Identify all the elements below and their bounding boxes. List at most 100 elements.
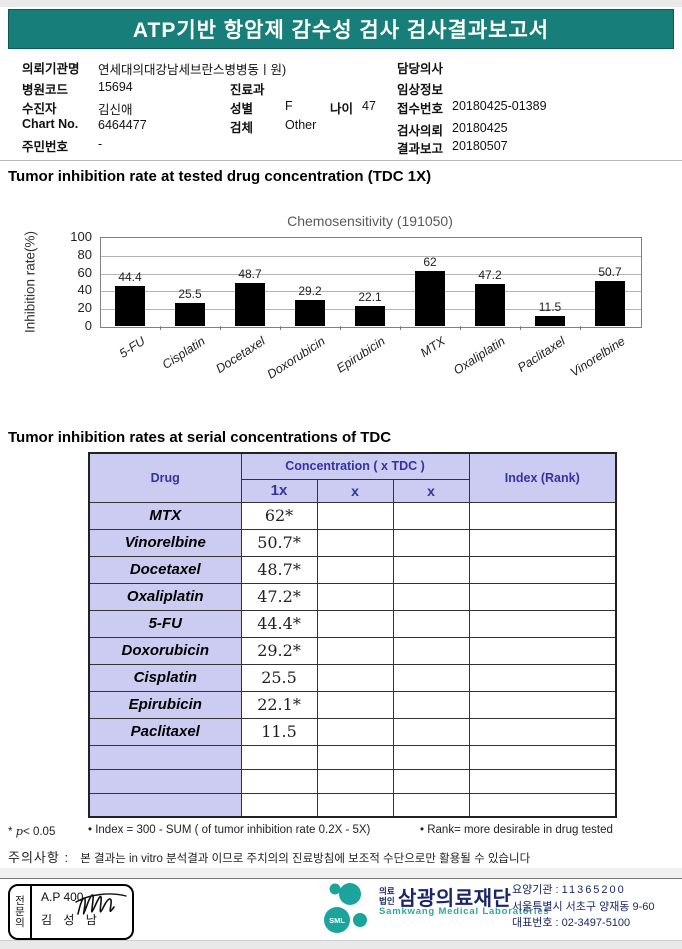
report-date-label: 결과보고 (397, 142, 444, 156)
conc-x2-cell (316, 717, 394, 746)
report-date-value: 20180507 (452, 139, 508, 153)
conc-x3-cell (392, 744, 470, 770)
conc-1x-cell (240, 768, 318, 794)
drug-cell: Oxaliplatin (88, 582, 242, 611)
specialist-info: A.P 400 김 성 남 (32, 886, 132, 938)
index-cell (468, 636, 617, 665)
chart-no-value: 6464477 (98, 118, 147, 132)
patient-label: 수진자 (22, 102, 57, 116)
conc-x3-cell (392, 555, 470, 584)
sex-value: F (285, 99, 293, 113)
dept-label: 진료과 (230, 83, 265, 97)
axis-category-label-Cisplatin: Cisplatin (159, 334, 208, 372)
age-label: 나이 (330, 102, 354, 116)
conc-1x-cell (240, 792, 318, 818)
index-cell (468, 555, 617, 584)
index-cell (468, 501, 617, 530)
org-value: 연세대의대강남세브란스병병동ㅣ원) (98, 63, 287, 77)
samkwang-logo-icon: SML (324, 883, 367, 933)
chart-section-heading: Tumor inhibition rate at tested drug con… (8, 168, 432, 185)
footnote-index: • Index = 300 - SUM ( of tumor inhibitio… (88, 824, 371, 836)
drug-cell: Vinorelbine (88, 528, 242, 557)
conc-1x-cell: 11.5 (240, 717, 318, 746)
index-cell (468, 609, 617, 638)
receipt-value: 20180425-01389 (452, 99, 547, 113)
axis-category-label-5-FU: 5-FU (116, 334, 148, 361)
y-tick-20: 20 (77, 300, 92, 316)
table-section-heading: Tumor inhibition rates at serial concent… (8, 429, 392, 446)
jumin-label: 주민번호 (22, 140, 69, 154)
axis-category-label-Docetaxel: Docetaxel (213, 334, 268, 377)
conc-x3-cell (392, 528, 470, 557)
chart-plot-area (100, 237, 642, 328)
top-margin-strip (0, 0, 682, 7)
org-name-english: Samkwang Medical Laboratories (379, 906, 550, 917)
notice-line: 주의사항 : 본 결과는 in vitro 분석결과 이므로 주치의의 진료방침… (8, 847, 530, 866)
index-cell (468, 663, 617, 692)
conc-x2-cell (316, 690, 394, 719)
conc-1x-cell: 44.4* (240, 609, 318, 638)
bottom-margin-strip (0, 940, 682, 949)
conc-x3-cell (392, 792, 470, 818)
clinical-label: 임상정보 (397, 83, 444, 97)
conc-x2-cell (316, 528, 394, 557)
specialist-code: A.P 400 (41, 890, 84, 904)
axis-category-label-MTX: MTX (417, 334, 448, 361)
drug-cell: MTX (88, 501, 242, 530)
drug-cell (88, 744, 242, 770)
logo-sml-text: SML (329, 916, 345, 925)
conc-x2-cell (316, 609, 394, 638)
y-tick-100: 100 (70, 229, 92, 244)
conc-x3-cell (392, 609, 470, 638)
gridline-20 (101, 309, 641, 311)
contact-phone-line: 대표번호 : 02-3497-5100 (512, 917, 631, 929)
table-row-Vinorelbine: Vinorelbine 50.7* (88, 528, 617, 557)
drug-cell: Doxorubicin (88, 636, 242, 665)
col-header-index: Index (Rank) (468, 452, 617, 503)
sex-label: 성별 (230, 102, 254, 116)
table-row-Doxorubicin: Doxorubicin 29.2* (88, 636, 617, 665)
col-header-concentration: Concentration ( x TDC ) (240, 452, 470, 480)
conc-x3-cell (392, 717, 470, 746)
drug-cell: Paclitaxel (88, 717, 242, 746)
specimen-label: 검체 (230, 121, 254, 135)
specimen-value: Other (285, 118, 317, 132)
conc-1x-cell: 62* (240, 501, 318, 530)
index-cell (468, 744, 617, 770)
conc-x2-cell (316, 555, 394, 584)
table-empty-row (88, 768, 617, 794)
conc-1x-cell: 22.1* (240, 690, 318, 719)
index-cell (468, 690, 617, 719)
table-empty-row (88, 792, 617, 818)
request-label: 검사의뢰 (397, 124, 444, 138)
receipt-label: 접수번호 (397, 102, 444, 116)
conc-x2-cell (316, 501, 394, 530)
specialist-name: 김 성 남 (41, 913, 101, 927)
conc-1x-cell (240, 744, 318, 770)
y-tick-60: 60 (77, 264, 92, 280)
drug-cell: Epirubicin (88, 690, 242, 719)
org-name: 삼광의료재단 (398, 888, 512, 910)
gridline-80 (101, 255, 641, 257)
index-cell (468, 768, 617, 794)
table-empty-row (88, 744, 617, 770)
col-header-1x: 1x (240, 478, 318, 503)
chart-no-label: Chart No. (22, 117, 79, 131)
conc-x3-cell (392, 663, 470, 692)
report-title: ATP기반 항암제 감수성 검사 검사결과보고서 (132, 19, 550, 42)
drug-cell: 5-FU (88, 609, 242, 638)
conc-x2-cell (316, 663, 394, 692)
index-cell (468, 717, 617, 746)
axis-category-label-Oxaliplatin: Oxaliplatin (451, 334, 508, 378)
doctor-label: 담당의사 (397, 62, 444, 76)
table-row-Epirubicin: Epirubicin 22.1* (88, 690, 617, 719)
section-divider (0, 160, 682, 161)
conc-x2-cell (316, 792, 394, 818)
conc-x2-cell (316, 636, 394, 665)
report-title-bar: ATP기반 항암제 감수성 검사 검사결과보고서 (8, 9, 674, 49)
col-header-drug: Drug (88, 452, 242, 503)
axis-category-label-Vinorelbine: Vinorelbine (567, 334, 628, 380)
index-cell (468, 528, 617, 557)
footnote-rank: • Rank= more desirable in drug tested (420, 824, 613, 836)
